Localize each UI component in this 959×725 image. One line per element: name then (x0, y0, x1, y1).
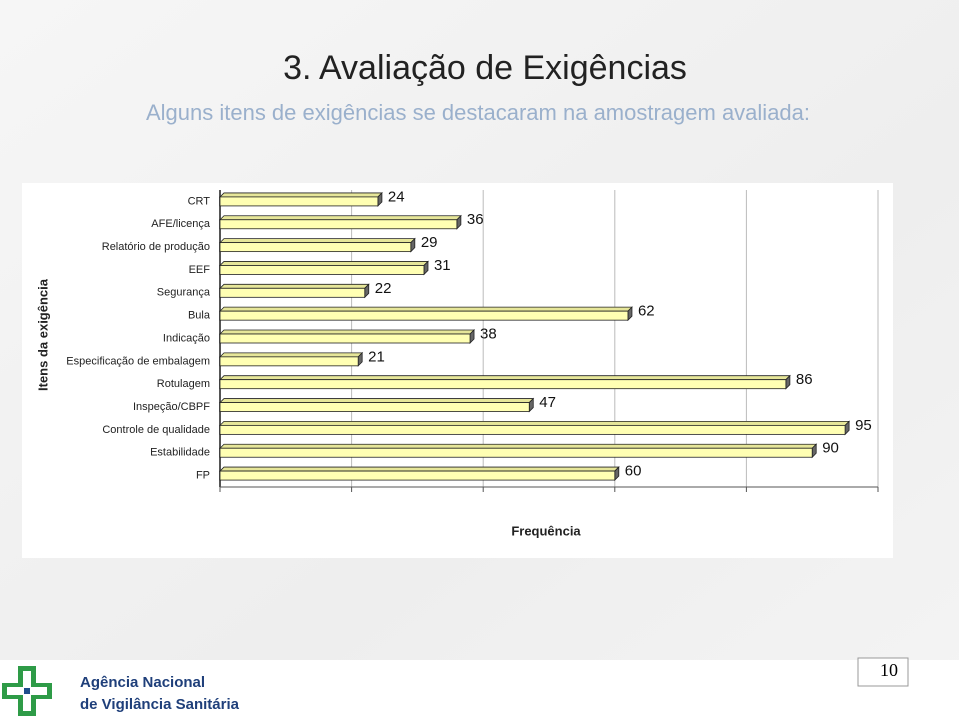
data-label: 62 (638, 303, 655, 320)
bar (219, 470, 616, 481)
data-label: 36 (467, 211, 484, 228)
x-axis-title: Frequência (511, 523, 581, 538)
bar (219, 447, 813, 458)
y-tick-label: FP (196, 469, 210, 481)
logo (2, 666, 52, 716)
bar-depth (219, 443, 818, 449)
bar (219, 402, 530, 412)
y-tick-label: Segurança (157, 287, 211, 299)
y-tick-label: Especificação de embalagem (66, 355, 210, 367)
y-tick-label: Estabilidade (150, 447, 210, 459)
bar (219, 333, 471, 344)
y-tick-label: Bula (188, 310, 211, 322)
bar (219, 310, 629, 321)
bar-depth (219, 283, 370, 289)
data-label: 38 (480, 325, 497, 342)
data-label: 29 (421, 234, 438, 251)
data-label: 90 (822, 440, 839, 457)
agency-name: Agência Nacional (80, 674, 205, 691)
slide-subtitle: Alguns itens de exigências se destacaram… (146, 100, 810, 125)
bar (219, 219, 458, 230)
y-tick-label: Rotulagem (157, 378, 210, 390)
bar (219, 379, 787, 390)
y-tick-label: EEF (189, 264, 211, 276)
data-label: 86 (796, 371, 813, 388)
chart-area (22, 183, 893, 558)
bar-depth (219, 192, 383, 198)
bar (219, 196, 379, 207)
bar-depth (219, 329, 476, 335)
footer-bar (0, 660, 959, 720)
bar-depth (219, 466, 620, 472)
data-label: 24 (388, 188, 405, 205)
y-tick-label: AFE/licença (151, 218, 211, 230)
bar (219, 424, 846, 435)
bar-depth (219, 238, 416, 244)
bar-depth (219, 398, 535, 403)
bar-depth (219, 375, 791, 381)
bar-depth (219, 261, 429, 266)
slide-title: 3. Avaliação de Exigências (283, 49, 687, 87)
y-tick-label: CRT (188, 195, 211, 207)
bar-depth (219, 306, 633, 312)
bar-depth (219, 215, 462, 221)
bar-depth (219, 352, 364, 358)
data-label: 95 (855, 417, 872, 434)
agency-name: de Vigilância Sanitária (80, 696, 240, 713)
data-label: 22 (375, 280, 392, 297)
chart: Itens da exigência Frequência CRT 24 AFE/lic… (35, 188, 879, 538)
data-label: 21 (368, 348, 385, 365)
y-tick-label: Relatório de produção (102, 241, 210, 253)
data-label: 47 (539, 394, 556, 411)
data-label: 60 (625, 463, 642, 480)
page-number: 10 (880, 660, 898, 680)
bar (219, 242, 412, 253)
bar (219, 287, 366, 298)
data-label: 31 (434, 257, 451, 274)
y-tick-label: Indicação (163, 332, 210, 344)
bar (219, 356, 359, 367)
bar (219, 265, 425, 275)
y-tick-label: Controle de qualidade (102, 424, 210, 436)
y-axis-title: Itens da exigência (35, 278, 50, 391)
page-number-box (857, 657, 909, 687)
y-tick-label: Inspeção/CBPF (133, 401, 210, 413)
bar-depth (219, 420, 851, 426)
